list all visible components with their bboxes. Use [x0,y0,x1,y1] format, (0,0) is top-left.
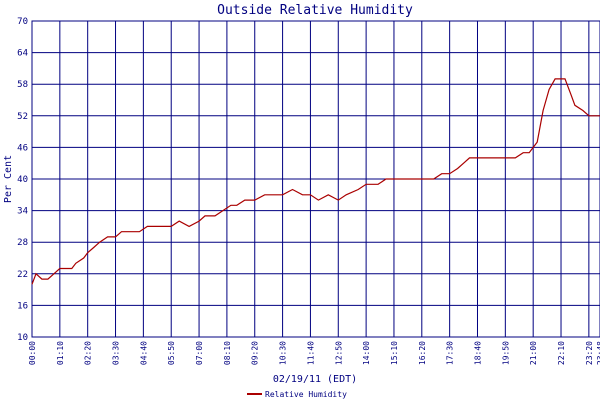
legend: Relative Humidity [247,390,347,399]
x-tick-label: 12:50 [334,341,343,365]
y-tick-label: 16 [17,301,28,311]
legend-label: Relative Humidity [265,390,347,399]
y-tick-label: 28 [17,238,28,248]
y-tick-label: 64 [17,49,28,59]
x-tick-label: 15:10 [390,341,399,365]
x-tick-label: 23:48 [596,341,600,365]
x-tick-label: 22:10 [557,341,566,365]
series-line-relative-humidity [31,78,600,285]
y-axis-ticks: 10 16 22 28 34 40 46 52 58 64 70 [17,17,28,343]
x-tick-label: 23:20 [585,341,594,365]
grid-lines [31,20,600,338]
x-axis-label: 02/19/11 (EDT) [273,374,357,385]
x-tick-label: 02:20 [84,341,93,365]
x-tick-label: 19:50 [501,341,510,365]
y-tick-label: 22 [17,270,28,280]
y-tick-label: 10 [17,333,28,343]
x-axis-ticks: 00:00 01:10 02:20 03:30 04:40 05:50 07:00 08:10… [28,341,600,365]
y-tick-label: 46 [17,143,28,153]
x-tick-label: 03:30 [112,341,121,365]
y-tick-label: 34 [17,207,28,217]
y-axis-label: Per Cent [3,155,14,203]
x-tick-label: 17:30 [446,341,455,365]
x-tick-label: 09:20 [251,341,260,365]
y-tick-label: 70 [17,17,28,27]
x-tick-label: 18:40 [473,341,482,365]
x-tick-label: 11:40 [306,341,315,365]
x-tick-label: 08:10 [223,341,232,365]
x-tick-label: 05:50 [167,341,176,365]
y-tick-label: 40 [17,175,28,185]
y-tick-label: 52 [17,112,28,122]
x-tick-label: 01:10 [56,341,65,365]
x-tick-label: 10:30 [279,341,288,365]
x-tick-label: 00:00 [28,341,37,365]
chart-title: Outside Relative Humidity [217,3,413,18]
x-tick-label: 21:00 [529,341,538,365]
x-tick-label: 16:20 [418,341,427,365]
x-tick-label: 14:00 [362,341,371,365]
x-tick-label: 04:40 [139,341,148,365]
y-tick-label: 58 [17,80,28,90]
x-tick-label: 07:00 [195,341,204,365]
